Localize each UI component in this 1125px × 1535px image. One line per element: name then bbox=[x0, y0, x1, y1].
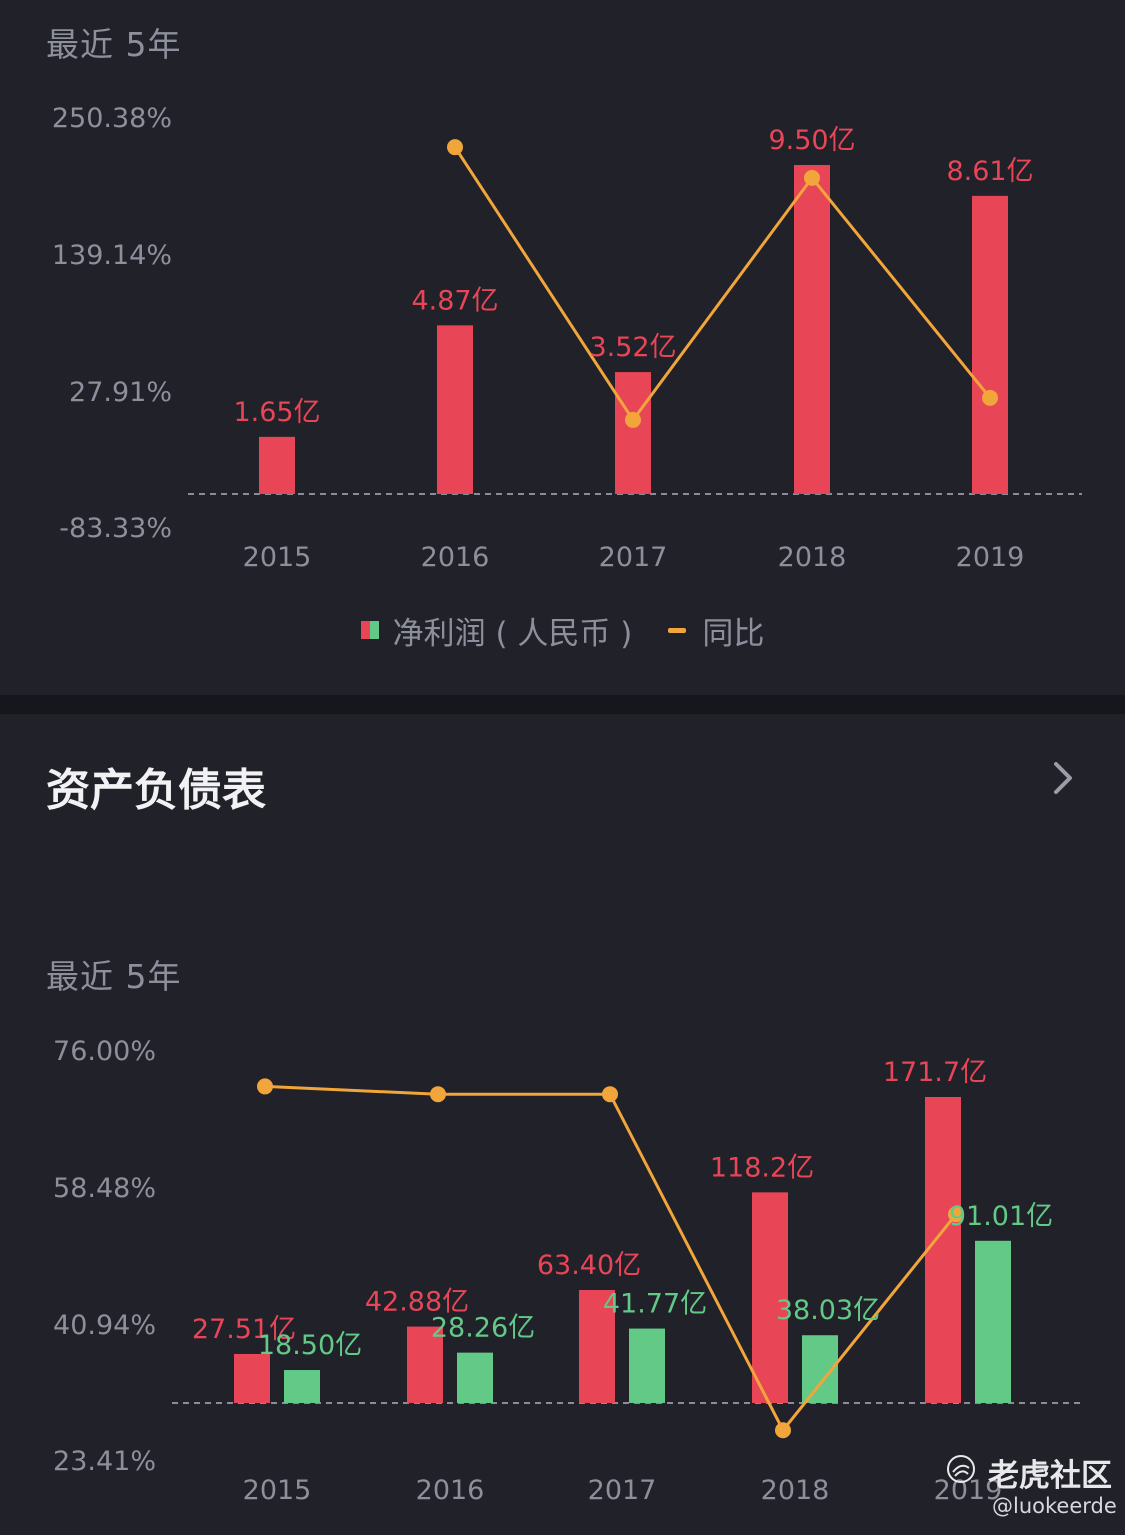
bar bbox=[259, 436, 295, 494]
x-tick-label: 2019 bbox=[956, 542, 1025, 573]
x-tick-label: 2016 bbox=[416, 1475, 485, 1506]
data-label: 41.77亿 bbox=[603, 1289, 707, 1320]
net-profit-panel: 最近 5年 250.38% 139.14% 27.91% -83.33% 2015 201… bbox=[0, 0, 1125, 695]
data-label: 38.03亿 bbox=[776, 1295, 880, 1326]
series-line bbox=[453, 146, 992, 423]
period-label[interactable]: 最近 5年 bbox=[46, 25, 182, 64]
y-tick-label: 139.14% bbox=[52, 240, 172, 271]
line-point bbox=[257, 1078, 273, 1095]
bar bbox=[615, 372, 651, 494]
legend-item-net-profit[interactable]: 净利润 ( 人民币 ) bbox=[360, 608, 633, 653]
bar bbox=[437, 325, 473, 494]
data-label: 9.50亿 bbox=[768, 125, 855, 156]
line-point bbox=[625, 411, 641, 428]
bar bbox=[752, 1192, 788, 1403]
bar bbox=[975, 1240, 1011, 1403]
line-point bbox=[982, 389, 998, 406]
y-tick-label: 27.91% bbox=[69, 377, 172, 408]
data-label: 1.65亿 bbox=[233, 397, 320, 428]
period-label[interactable]: 最近 5年 bbox=[46, 957, 182, 996]
balance-sheet-panel: 资产负债表 最近 5年 76.00% 58.48% 40.94% 23.41% 2015… bbox=[0, 714, 1125, 1535]
bar bbox=[457, 1352, 493, 1403]
y-tick-label: 76.00% bbox=[53, 1036, 156, 1067]
data-label: 91.01亿 bbox=[949, 1201, 1053, 1232]
bar bbox=[925, 1097, 961, 1403]
chevron-right-icon[interactable] bbox=[1048, 758, 1078, 798]
legend-item-yoy[interactable]: 同比 bbox=[668, 608, 764, 653]
x-tick-label: 2015 bbox=[243, 542, 312, 573]
x-tick-label: 2015 bbox=[243, 1475, 312, 1506]
legend-label-yoy: 同比 bbox=[702, 615, 765, 652]
data-label: 28.26亿 bbox=[431, 1313, 535, 1344]
line-point bbox=[775, 1422, 791, 1439]
bar bbox=[284, 1370, 320, 1403]
x-tick-label: 2017 bbox=[588, 1475, 657, 1506]
data-label: 18.50亿 bbox=[258, 1330, 362, 1361]
y-tick-label: 250.38% bbox=[52, 103, 172, 134]
y-tick-label: 58.48% bbox=[53, 1173, 156, 1204]
bar bbox=[579, 1290, 615, 1403]
data-label: 3.52亿 bbox=[589, 332, 676, 363]
watermark-name: 老虎社区 bbox=[988, 1458, 1112, 1494]
bar bbox=[629, 1328, 665, 1403]
line-point bbox=[804, 169, 820, 186]
bar-swatch-icon bbox=[360, 621, 379, 639]
chart-legend: 净利润 ( 人民币 ) 同比 bbox=[0, 608, 1125, 652]
data-label: 42.88亿 bbox=[365, 1287, 469, 1318]
net-profit-chart: 250.38% 139.14% 27.91% -83.33% 2015 2016 2017 2… bbox=[52, 103, 1082, 573]
bar bbox=[972, 195, 1008, 495]
tiger-logo-icon bbox=[947, 1455, 975, 1483]
watermark-handle: @luokeerde bbox=[992, 1494, 1117, 1518]
line-point bbox=[430, 1086, 446, 1103]
data-label: 63.40亿 bbox=[537, 1250, 641, 1281]
data-label: 27.51亿 bbox=[192, 1314, 296, 1345]
data-label: 118.2亿 bbox=[710, 1152, 814, 1183]
y-tick-label: -83.33% bbox=[59, 513, 172, 544]
y-tick-label: 40.94% bbox=[53, 1310, 156, 1341]
watermark: 老虎社区 @luokeerde bbox=[946, 1450, 1117, 1530]
balance-sheet-chart: 76.00% 58.48% 40.94% 23.41% 2015 2016 2017 2018… bbox=[53, 1036, 1080, 1506]
data-label: 4.87亿 bbox=[411, 285, 498, 316]
legend-label-net-profit: 净利润 ( 人民币 ) bbox=[392, 615, 633, 652]
x-tick-label: 2016 bbox=[421, 542, 490, 573]
x-tick-label: 2018 bbox=[778, 542, 847, 573]
line-swatch-icon bbox=[668, 627, 687, 633]
x-tick-label: 2018 bbox=[761, 1475, 830, 1506]
section-title: 资产负债表 bbox=[46, 765, 266, 816]
line-point bbox=[447, 139, 463, 156]
bar bbox=[794, 165, 830, 494]
bar bbox=[407, 1326, 443, 1403]
data-label: 8.61亿 bbox=[946, 156, 1033, 187]
line-point bbox=[948, 1206, 964, 1223]
y-tick-label: 23.41% bbox=[53, 1446, 156, 1477]
x-tick-label: 2017 bbox=[599, 542, 668, 573]
line-point bbox=[602, 1086, 618, 1103]
bar bbox=[234, 1353, 270, 1403]
data-label: 171.7亿 bbox=[883, 1057, 987, 1088]
